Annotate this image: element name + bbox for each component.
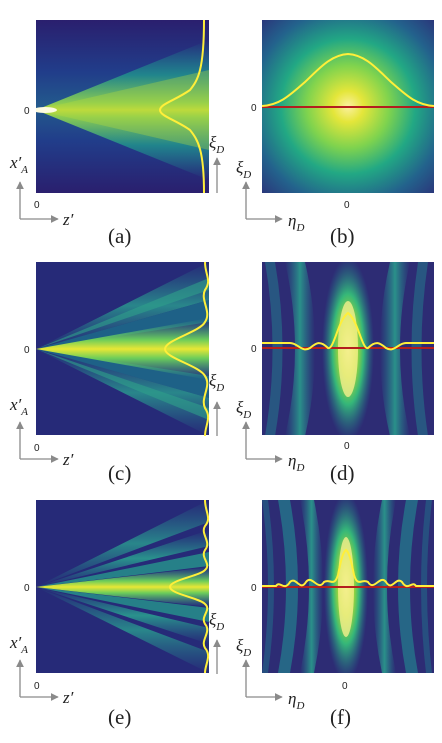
panel-c-side-label: ξ xyxy=(209,371,217,390)
panel-d-profile-curve xyxy=(262,311,434,351)
panel-a-origin-tick: 0 xyxy=(24,106,30,117)
panel-c-side-label-sub: D xyxy=(215,382,224,394)
panel-f-origin-tick: 0 xyxy=(251,583,257,594)
panel-a-side-label-sub: D xyxy=(215,144,224,156)
panel-d: 0 0 ξD ηD (d) xyxy=(236,262,434,485)
svg-text:z′: z′ xyxy=(62,688,74,707)
panel-c-origin-tick: 0 xyxy=(24,345,30,356)
panel-e-v-axis-sub: A xyxy=(20,644,28,656)
panel-b: 0 0 ξD ηD (b) xyxy=(236,20,435,248)
svg-text:ηD: ηD xyxy=(288,689,304,712)
svg-text:x′A: x′A xyxy=(9,633,28,656)
svg-text:ξD: ξD xyxy=(236,636,251,659)
panel-f-h-axis-label: η xyxy=(288,689,296,708)
panel-b-caption: (b) xyxy=(330,224,355,248)
panel-c-v-axis-label: x xyxy=(9,395,18,414)
panel-b-v-axis-label: ξ xyxy=(236,158,244,177)
panel-c-h-axis-prime: ′ xyxy=(70,450,74,469)
panel-d-v-axis-sub: D xyxy=(242,409,251,421)
panel-d-h-axis-sub: D xyxy=(295,462,304,474)
panel-c-v-axis-sub: A xyxy=(20,406,28,418)
svg-text:x′A: x′A xyxy=(9,395,28,418)
svg-text:ηD: ηD xyxy=(288,451,304,474)
svg-text:ξD: ξD xyxy=(236,158,251,181)
panel-d-caption: (d) xyxy=(330,461,355,485)
panel-a-h-axis-label: z xyxy=(62,210,70,229)
panel-f: 0 0 ξD ηD (f) xyxy=(236,500,434,729)
panel-e-h-axis-prime: ′ xyxy=(70,688,74,707)
panel-e-profile-curve xyxy=(168,499,210,674)
svg-text:ξD: ξD xyxy=(236,398,251,421)
panel-f-h-axis-sub: D xyxy=(295,700,304,712)
panel-d-eta-tick: 0 xyxy=(344,441,350,452)
panel-b-profile-curve xyxy=(261,52,435,107)
panel-e-h-axis-label: z xyxy=(62,688,70,707)
panel-e: 0 0 x′A z′ ξD (e) xyxy=(9,499,224,729)
panel-c-caption: (c) xyxy=(108,461,131,485)
panel-e-v-axis-prime: ′ xyxy=(18,633,22,652)
panel-d-origin-tick: 0 xyxy=(251,344,257,355)
panel-f-caption: (f) xyxy=(330,705,351,729)
svg-text:z′: z′ xyxy=(62,450,74,469)
panel-c-v-axis-prime: ′ xyxy=(18,395,22,414)
panel-b-h-axis-sub: D xyxy=(295,222,304,234)
svg-text:ξD: ξD xyxy=(209,133,224,156)
panel-b-v-axis-sub: D xyxy=(242,169,251,181)
panel-e-side-label: ξ xyxy=(209,610,217,629)
panel-a-v-axis-prime: ′ xyxy=(18,153,22,172)
panel-a-profile-curve xyxy=(158,19,205,194)
svg-text:x′A: x′A xyxy=(9,153,28,176)
panel-d-h-axis-label: η xyxy=(288,451,296,470)
panel-b-eta-tick: 0 xyxy=(344,200,350,211)
panel-b-origin-tick: 0 xyxy=(251,103,257,114)
svg-text:ξD: ξD xyxy=(209,371,224,394)
panel-f-eta-tick: 0 xyxy=(342,681,348,692)
svg-text:ξD: ξD xyxy=(209,610,224,633)
panel-b-h-axis-label: η xyxy=(288,211,296,230)
panel-c: 0 0 x′A z′ ξD (c) xyxy=(9,261,224,485)
panel-e-origin-tick: 0 xyxy=(24,583,30,594)
svg-text:ηD: ηD xyxy=(288,211,304,234)
panel-e-v-axis-label: x xyxy=(9,633,18,652)
panel-c-h-axis-label: z xyxy=(62,450,70,469)
panel-f-profile-curve xyxy=(262,548,434,588)
panel-c-profile-curve xyxy=(163,261,210,437)
panel-a-h-axis-prime: ′ xyxy=(70,210,74,229)
panel-d-v-axis-label: ξ xyxy=(236,398,244,417)
panel-a-z-tick: 0 xyxy=(34,200,40,211)
panel-f-v-axis-label: ξ xyxy=(236,636,244,655)
panel-a: 0 0 x′A z′ ξD (a) xyxy=(9,19,224,248)
panel-a-v-axis-label: x xyxy=(9,153,18,172)
panel-a-side-label: ξ xyxy=(209,133,217,152)
svg-text:z′: z′ xyxy=(62,210,74,229)
panel-c-z-tick: 0 xyxy=(34,443,40,454)
panel-a-caption: (a) xyxy=(108,224,131,248)
panel-f-v-axis-sub: D xyxy=(242,647,251,659)
panel-e-side-label-sub: D xyxy=(215,621,224,633)
panel-a-v-axis-sub: A xyxy=(20,164,28,176)
panel-e-z-tick: 0 xyxy=(34,681,40,692)
panel-e-caption: (e) xyxy=(108,705,131,729)
